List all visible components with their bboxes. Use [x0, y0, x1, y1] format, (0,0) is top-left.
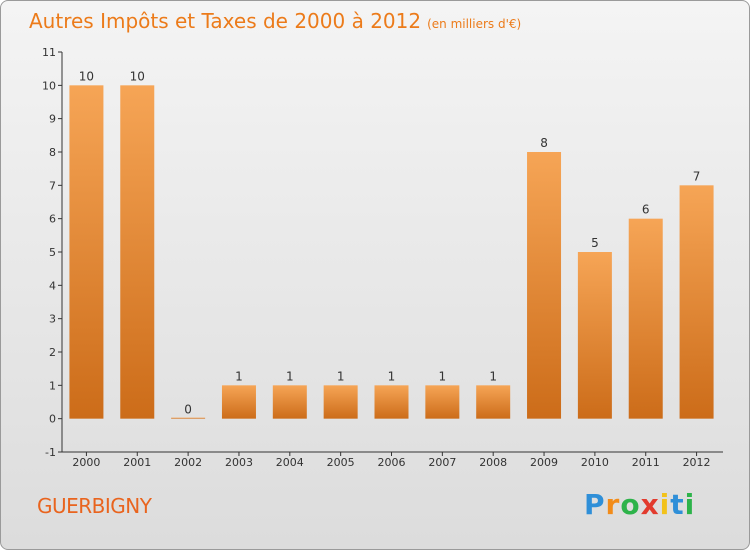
y-tick-label: 0 — [49, 413, 56, 426]
logo-letter: o — [620, 488, 641, 521]
y-tick-label: 9 — [49, 113, 56, 126]
x-tick-label: 2001 — [123, 456, 151, 469]
y-tick-label: 1 — [49, 379, 56, 392]
bar — [628, 218, 663, 419]
data-label: 1 — [439, 369, 447, 383]
data-label: 1 — [286, 369, 294, 383]
x-tick-label: 2002 — [174, 456, 202, 469]
y-tick-label: 11 — [42, 46, 56, 59]
data-label: 1 — [235, 369, 243, 383]
bar — [69, 85, 104, 419]
bar — [577, 252, 612, 419]
data-label: 10 — [130, 69, 145, 83]
logo-letter: P — [584, 488, 606, 521]
bar — [374, 385, 409, 419]
x-tick-label: 2006 — [378, 456, 406, 469]
y-tick-label: 2 — [49, 346, 56, 359]
x-tick-label: 2003 — [225, 456, 253, 469]
x-tick-label: 2005 — [327, 456, 355, 469]
y-tick-label: 10 — [42, 79, 56, 92]
commune-name: GUERBIGNY — [37, 494, 152, 518]
y-tick-label: 8 — [49, 146, 56, 159]
bar — [120, 85, 155, 419]
bar — [425, 385, 460, 419]
bar — [679, 185, 714, 419]
y-tick-label: 7 — [49, 179, 56, 192]
x-tick-label: 2004 — [276, 456, 304, 469]
data-label: 1 — [489, 369, 497, 383]
x-tick-label: 2007 — [428, 456, 456, 469]
x-tick-label: 2008 — [479, 456, 507, 469]
bar — [272, 385, 307, 419]
proxiti-logo: Proxiti — [584, 488, 695, 521]
data-label: 6 — [642, 203, 650, 217]
logo-letter: x — [640, 488, 660, 521]
logo-letter: i — [684, 488, 696, 521]
data-label: 10 — [79, 69, 94, 83]
data-label: 7 — [693, 169, 701, 183]
data-label: 0 — [184, 403, 192, 417]
bar — [221, 385, 256, 419]
x-tick-label: 2012 — [683, 456, 711, 469]
logo-letter: i — [659, 488, 671, 521]
bar — [527, 152, 562, 419]
x-tick-label: 2011 — [632, 456, 660, 469]
data-label: 1 — [388, 369, 396, 383]
data-label: 5 — [591, 236, 599, 250]
chart-title-text: Autres Impôts et Taxes de 2000 à 2012 — [29, 9, 422, 33]
bar — [476, 385, 511, 419]
x-tick-label: 2000 — [72, 456, 100, 469]
y-tick-label: -1 — [45, 446, 56, 459]
x-tick-label: 2009 — [530, 456, 558, 469]
y-tick-label: 6 — [49, 213, 56, 226]
bar — [171, 417, 206, 419]
data-label: 1 — [337, 369, 345, 383]
data-label: 8 — [540, 136, 548, 150]
chart-unit-note: (en milliers d'€) — [427, 17, 522, 31]
y-tick-label: 4 — [49, 279, 56, 292]
bar — [323, 385, 358, 419]
logo-letter: t — [670, 488, 685, 521]
logo-letter: r — [605, 488, 621, 521]
y-tick-label: 5 — [49, 246, 56, 259]
y-tick-label: 3 — [49, 313, 56, 326]
x-tick-label: 2010 — [581, 456, 609, 469]
chart-title: Autres Impôts et Taxes de 2000 à 2012 (en… — [29, 9, 521, 33]
